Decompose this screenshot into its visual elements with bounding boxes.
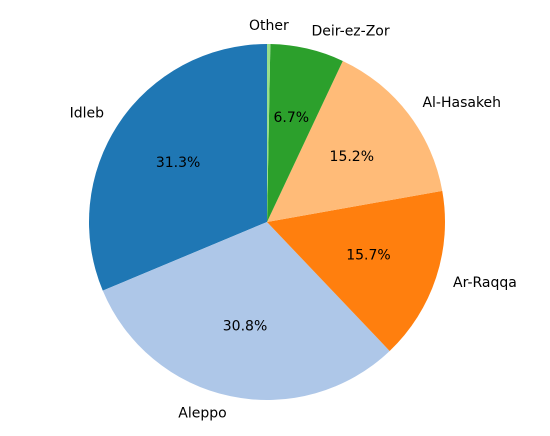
pie-slices: [89, 44, 445, 400]
pie-slice-other: [267, 44, 271, 222]
slice-label-al-hasakeh: Al-Hasakeh: [422, 95, 501, 111]
slice-percent-aleppo: 30.8%: [223, 319, 267, 335]
pie-slice-idleb: [89, 44, 268, 291]
pie-slice-aleppo: [102, 222, 390, 400]
pie-slice-deir-ez-zor: [267, 44, 343, 223]
slice-percent-deir-ez-zor: 6.7%: [273, 110, 309, 126]
pie-slice-al-hasakeh: [267, 60, 443, 223]
slice-label-idleb: Idleb: [70, 105, 105, 121]
pie-labels: Idleb 31.3% Aleppo 30.8% Ar-Raqqa 15.7% Al-Has…: [70, 18, 517, 421]
pie-slice-ar-raqqa: [267, 190, 445, 351]
slice-label-other: Other: [249, 18, 289, 34]
slice-percent-al-hasakeh: 15.2%: [330, 149, 374, 165]
slice-percent-idleb: 31.3%: [156, 155, 200, 171]
slice-label-ar-raqqa: Ar-Raqqa: [453, 275, 517, 291]
slice-label-deir-ez-zor: Deir-ez-Zor: [312, 23, 390, 39]
slice-percent-ar-raqqa: 15.7%: [346, 247, 390, 263]
slice-label-aleppo: Aleppo: [178, 406, 226, 422]
